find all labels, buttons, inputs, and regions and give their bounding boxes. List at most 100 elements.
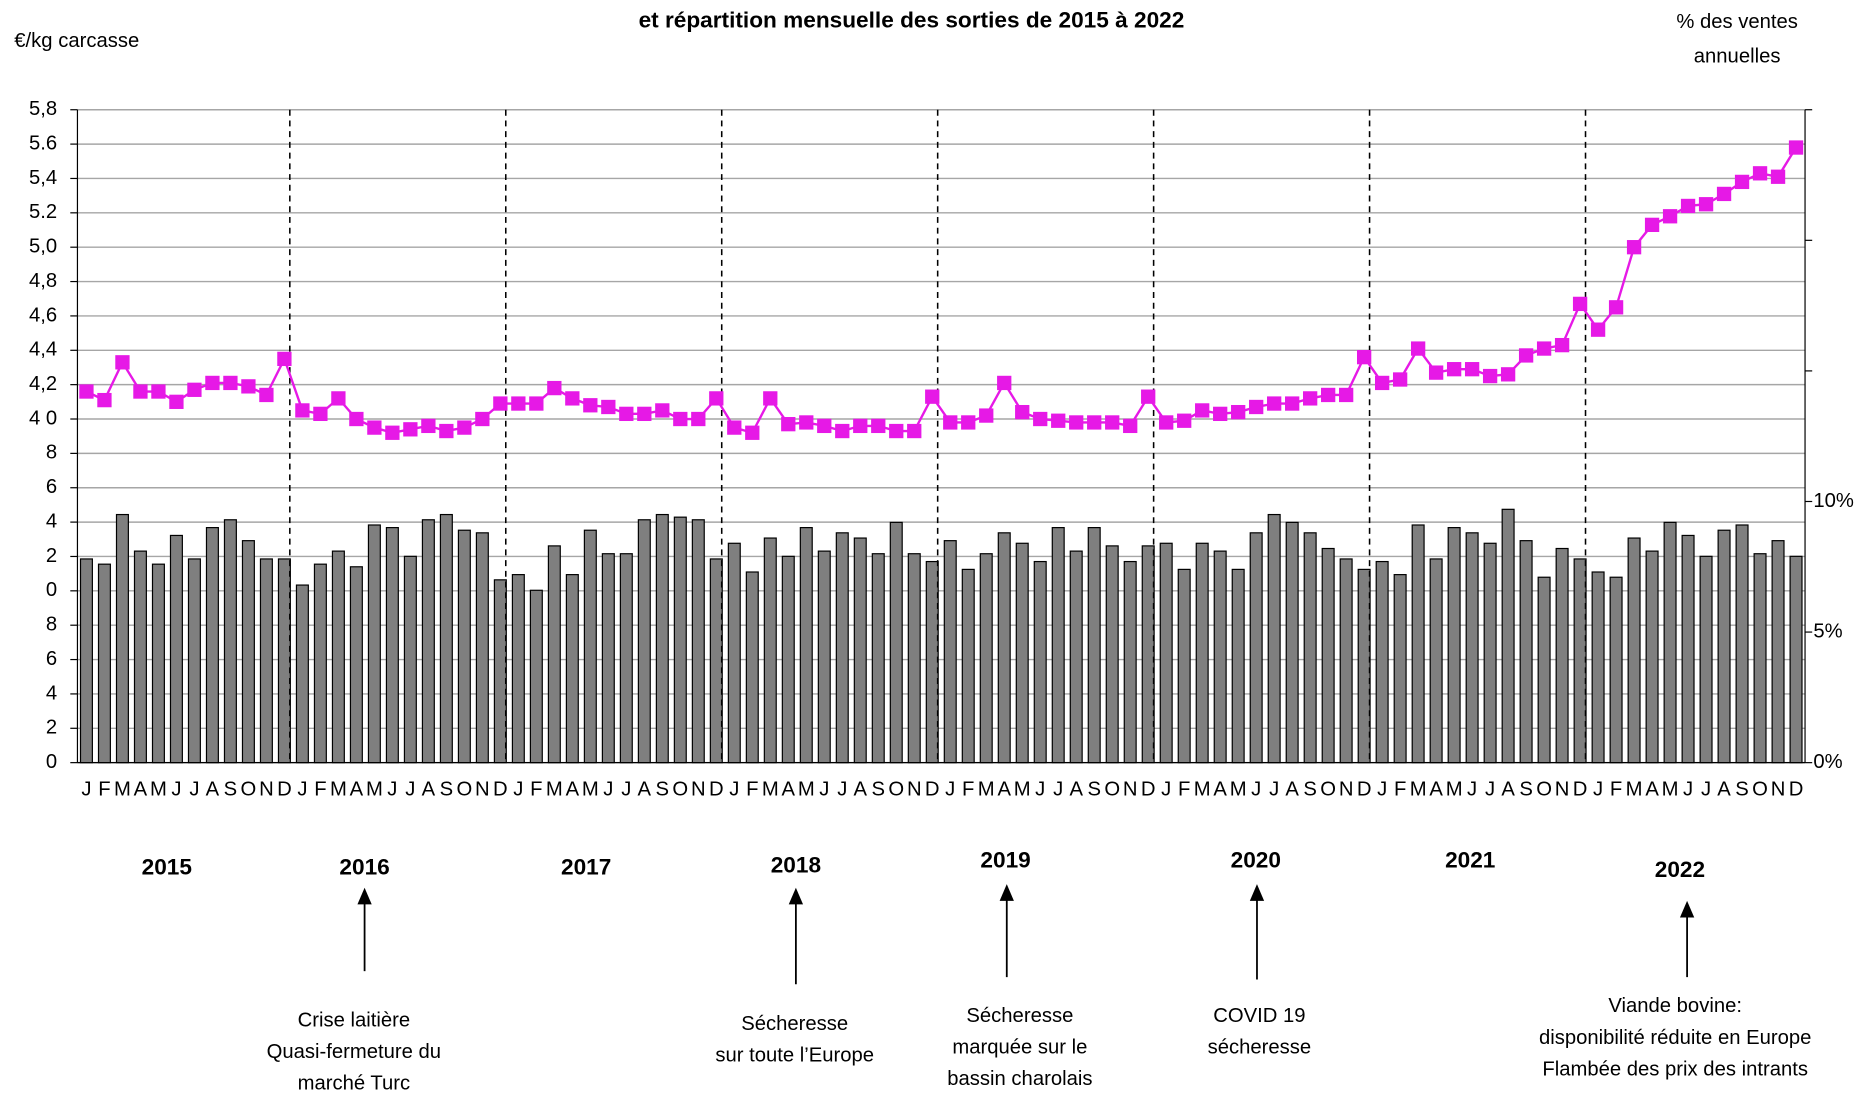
year-label: 2019 bbox=[980, 848, 1030, 873]
bar bbox=[727, 542, 741, 764]
point-marker bbox=[1572, 296, 1588, 312]
bar bbox=[1537, 576, 1551, 764]
point-marker bbox=[565, 391, 580, 406]
x-tick-label: M bbox=[582, 778, 599, 800]
x-tick-label: A bbox=[1429, 778, 1443, 800]
bar bbox=[1465, 532, 1479, 764]
point-marker bbox=[115, 355, 130, 370]
x-tick-label: A bbox=[1501, 778, 1515, 800]
x-tick-label: J bbox=[189, 778, 199, 800]
y-tick-label: 6 bbox=[46, 648, 57, 670]
x-tick-label: J bbox=[1053, 778, 1063, 800]
point-marker bbox=[1770, 169, 1786, 184]
annotation-text: marché Turc bbox=[298, 1073, 411, 1094]
year-label: 2016 bbox=[339, 855, 389, 880]
point-marker bbox=[367, 420, 382, 435]
y-tick-label: 5,0 bbox=[29, 236, 57, 258]
bar bbox=[1771, 540, 1785, 764]
bar bbox=[853, 537, 867, 764]
bar bbox=[1717, 529, 1731, 764]
point-marker bbox=[943, 415, 958, 430]
point-marker bbox=[1518, 348, 1534, 363]
x-tick-label: N bbox=[259, 778, 274, 800]
bar bbox=[889, 521, 903, 764]
x-tick-label: M bbox=[798, 778, 815, 800]
x-tick-label: S bbox=[1519, 778, 1533, 800]
x-tick-label: A bbox=[566, 778, 580, 800]
x-tick-label: A bbox=[1213, 778, 1227, 800]
x-tick-label: M bbox=[366, 778, 383, 800]
point-marker bbox=[169, 394, 184, 409]
x-tick-label: O bbox=[456, 778, 472, 800]
x-tick-label: F bbox=[746, 778, 758, 800]
x-tick-label: N bbox=[475, 778, 490, 800]
x-tick-label: A bbox=[782, 778, 796, 800]
point-marker bbox=[1123, 418, 1138, 434]
bar bbox=[1051, 527, 1065, 764]
point-marker bbox=[1105, 415, 1120, 430]
bar bbox=[1627, 537, 1641, 764]
point-marker bbox=[493, 396, 508, 411]
x-tick-label: D bbox=[277, 778, 292, 800]
bar bbox=[583, 529, 597, 764]
point-marker bbox=[1554, 337, 1570, 353]
point-marker bbox=[871, 418, 886, 434]
point-marker bbox=[673, 411, 688, 427]
point-marker bbox=[817, 418, 832, 434]
bar bbox=[313, 563, 327, 764]
bar bbox=[349, 566, 363, 764]
point-marker bbox=[511, 396, 526, 411]
point-marker bbox=[637, 406, 652, 422]
x-tick-label: A bbox=[206, 778, 220, 800]
point-marker bbox=[1428, 365, 1444, 380]
x-tick-label: M bbox=[330, 778, 347, 800]
bar bbox=[295, 584, 309, 764]
point-marker bbox=[151, 384, 166, 399]
x-tick-label: J bbox=[1269, 778, 1279, 800]
point-marker bbox=[475, 411, 490, 427]
x-tick-label: M bbox=[114, 778, 131, 800]
point-marker bbox=[313, 406, 328, 422]
year-label: 2015 bbox=[142, 855, 192, 880]
y-tick-label: 2 bbox=[46, 717, 57, 739]
point-marker bbox=[1051, 413, 1066, 428]
point-marker bbox=[1464, 362, 1480, 377]
bar bbox=[169, 534, 183, 764]
point-marker bbox=[1500, 367, 1516, 382]
y2-tick-label: 0% bbox=[1813, 751, 1842, 773]
annotation-text: Sécheresse bbox=[966, 1005, 1073, 1027]
x-tick-label: S bbox=[872, 778, 886, 800]
bar bbox=[619, 553, 633, 764]
point-marker bbox=[1752, 166, 1768, 181]
y-tick-label: 4 0 bbox=[29, 407, 57, 429]
bar bbox=[1231, 568, 1245, 764]
point-marker bbox=[709, 391, 724, 406]
point-marker bbox=[1590, 322, 1606, 337]
annotation-text: bassin charolais bbox=[947, 1068, 1092, 1090]
x-tick-label: S bbox=[224, 778, 238, 800]
bar bbox=[961, 568, 975, 764]
bar bbox=[1285, 521, 1299, 764]
chart-title: et répartition mensuelle des sorties de … bbox=[639, 8, 1185, 33]
point-marker bbox=[961, 415, 976, 430]
bar bbox=[799, 527, 813, 764]
x-tick-label: D bbox=[709, 778, 724, 800]
point-marker bbox=[385, 425, 400, 440]
bar bbox=[1105, 545, 1119, 764]
bar bbox=[1015, 542, 1029, 764]
x-tick-label: J bbox=[171, 778, 181, 800]
bar bbox=[79, 558, 93, 764]
point-marker bbox=[1015, 404, 1030, 420]
annotation-text: Viande bovine: bbox=[1608, 995, 1742, 1017]
x-tick-label: A bbox=[422, 778, 436, 800]
bar bbox=[943, 540, 957, 764]
x-tick-label: J bbox=[1035, 778, 1045, 800]
bar bbox=[1735, 524, 1749, 764]
x-tick-label: S bbox=[1735, 778, 1749, 800]
point-marker bbox=[1159, 415, 1174, 430]
bar bbox=[979, 553, 993, 764]
bar bbox=[511, 574, 525, 764]
point-marker bbox=[1033, 411, 1048, 427]
x-tick-label: D bbox=[1573, 778, 1588, 800]
bar bbox=[367, 524, 381, 764]
